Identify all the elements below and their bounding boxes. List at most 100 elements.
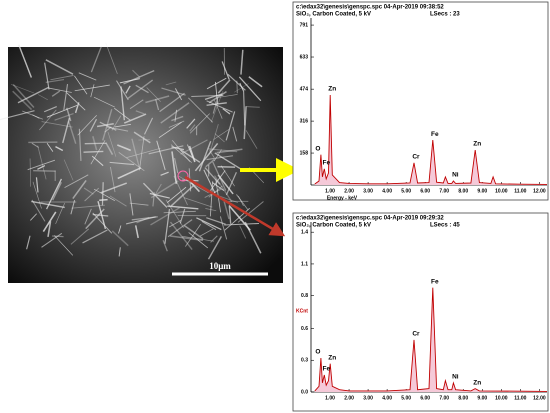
fiber: [205, 158, 215, 168]
fiber: [92, 212, 113, 234]
fiber: [55, 146, 64, 152]
fiber: [78, 128, 82, 161]
fiber: [70, 199, 76, 215]
fiber: [52, 182, 62, 201]
fiber: [244, 221, 262, 254]
fiber: [208, 90, 227, 104]
fiber: [90, 84, 95, 98]
fiber: [209, 124, 219, 155]
fiber: [206, 155, 233, 161]
fiber: [189, 113, 210, 134]
fiber: [47, 87, 72, 93]
fiber: [149, 192, 170, 199]
fiber: [83, 150, 104, 153]
fiber: [31, 142, 39, 148]
y-tick-label: 791: [300, 22, 309, 28]
fiber: [214, 133, 225, 143]
y-tick-label: 1.4: [301, 230, 308, 236]
fiber: [83, 187, 94, 195]
fiber: [216, 148, 243, 154]
x-tick-label: 5.00: [401, 395, 411, 401]
fiber: [55, 202, 66, 224]
sem-background: [8, 47, 283, 283]
fiber: [245, 130, 258, 149]
fiber: [243, 106, 247, 140]
fiber: [29, 158, 31, 187]
fiber: [219, 216, 228, 240]
fiber: [92, 213, 109, 217]
fiber: [191, 94, 224, 97]
fiber: [210, 90, 224, 123]
fiber: [0, 110, 35, 121]
fiber: [71, 204, 105, 209]
fiber: [93, 188, 115, 201]
y-tick-label: 316: [300, 118, 309, 124]
sem-image: 10μm: [0, 42, 283, 283]
fiber: [212, 182, 225, 191]
fiber: [189, 124, 196, 132]
fiber: [179, 208, 186, 224]
fiber: [225, 172, 237, 196]
fiber: [91, 155, 104, 167]
fiber: [185, 224, 201, 247]
fiber: [111, 230, 129, 247]
fiber: [109, 195, 127, 207]
fiber: [46, 104, 78, 118]
fiber: [100, 182, 127, 194]
fiber: [114, 107, 131, 121]
y-tick-label: 633: [300, 54, 309, 60]
fiber: [218, 94, 238, 98]
peak-label: O: [315, 349, 320, 356]
x-tick-label: 12.00: [533, 395, 546, 401]
x-tick-label: 9.00: [477, 188, 487, 194]
panel-frame: [292, 1, 549, 201]
fiber: [171, 146, 185, 151]
fiber: [183, 197, 213, 208]
fiber: [171, 151, 178, 185]
y-tick-label: 474: [300, 86, 309, 92]
x-axis-label: Energy - keV: [327, 195, 358, 201]
x-tick-label: 3.00: [363, 395, 373, 401]
fiber: [109, 161, 135, 166]
fiber: [99, 121, 117, 131]
fiber: [131, 216, 158, 221]
fiber: [204, 93, 223, 101]
live-time: LSecs : 23: [430, 12, 460, 18]
fiber: [114, 123, 132, 128]
fiber: [78, 72, 97, 81]
fiber: [119, 78, 140, 84]
fiber: [10, 83, 35, 94]
peak-label: Zn: [473, 379, 481, 386]
fiber: [82, 229, 108, 244]
fiber: [135, 84, 149, 94]
peak-label: Cr: [412, 153, 420, 160]
x-tick-label: 11.00: [514, 188, 526, 194]
peak-label: Ni: [452, 374, 459, 381]
x-tick-label: 9.00: [477, 395, 487, 401]
fiber: [173, 175, 188, 206]
fiber: [182, 236, 215, 242]
fiber: [248, 76, 263, 88]
fiber: [143, 117, 154, 135]
fiber: [210, 235, 218, 243]
fiber: [142, 182, 168, 208]
fiber: [205, 208, 217, 212]
fiber: [85, 208, 105, 230]
fiber: [206, 217, 226, 225]
fiber: [160, 102, 190, 124]
fiber: [170, 185, 194, 207]
fiber: [163, 210, 196, 214]
fiber: [239, 225, 247, 239]
fiber: [51, 90, 61, 97]
fiber: [17, 86, 49, 104]
fiber: [50, 74, 74, 81]
fiber: [223, 200, 230, 220]
fiber: [188, 232, 209, 249]
x-tick-label: 8.00: [458, 395, 468, 401]
fiber: [198, 141, 212, 172]
peak-label: Ni: [452, 172, 459, 179]
fiber: [62, 117, 71, 144]
fiber: [169, 221, 193, 250]
fiber: [35, 177, 39, 193]
